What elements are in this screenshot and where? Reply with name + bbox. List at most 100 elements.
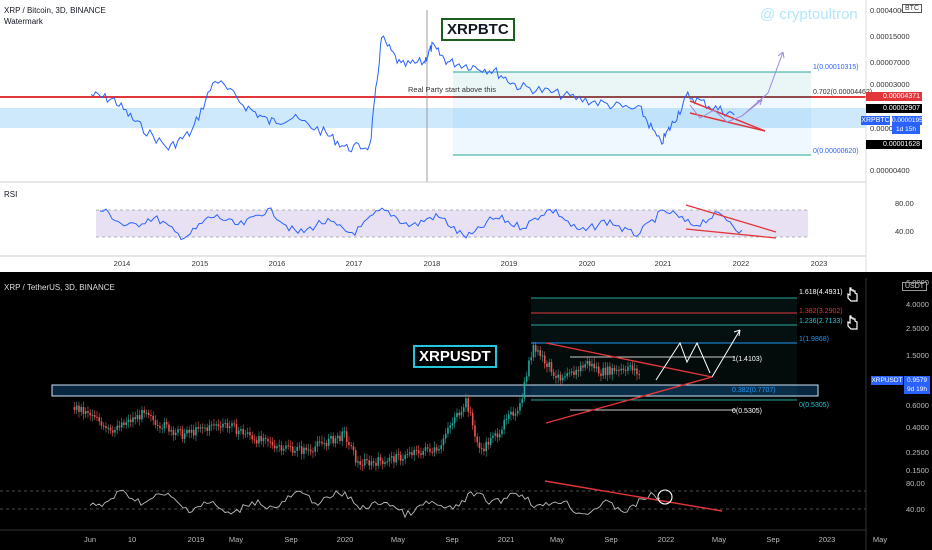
- top-price-tick: 0.00000400: [870, 166, 910, 175]
- candle-body: [395, 454, 398, 463]
- brand-watermark: @ cryptoultron: [760, 6, 858, 23]
- candle-body: [377, 457, 380, 466]
- candle-body: [138, 415, 141, 420]
- candle-body: [561, 377, 564, 381]
- candle-body: [609, 366, 611, 375]
- bottom-time-tick: 2019: [188, 535, 205, 544]
- candle-body: [343, 431, 346, 433]
- candle-body: [170, 430, 173, 432]
- price-tag-current: 0.00001950: [892, 116, 927, 125]
- fib-zone-lower: [453, 98, 811, 155]
- candle-body: [321, 441, 323, 444]
- candle-body: [586, 361, 589, 365]
- bottom-time-tick: 2020: [337, 535, 354, 544]
- top-price-tick: 0.00015000: [870, 32, 910, 41]
- candle-body: [260, 435, 263, 442]
- candle-body: [147, 412, 150, 416]
- bottom-time-tick: May: [712, 535, 726, 544]
- candle-body: [431, 451, 434, 453]
- candle-body: [501, 429, 503, 435]
- price-tag-zone-bottom: 0.00001628: [866, 140, 922, 149]
- top-currency-box[interactable]: BTC: [902, 4, 922, 13]
- ext-zone-top: [531, 298, 797, 343]
- candle-body: [591, 363, 593, 367]
- candle-body: [152, 415, 155, 421]
- candle-body: [161, 428, 164, 430]
- candle-body: [174, 432, 177, 436]
- bottom-price-tick: 0.4000: [906, 423, 929, 432]
- xrpbtc-chart-pane[interactable]: [0, 0, 932, 272]
- bottom-currency-box[interactable]: USDT: [902, 282, 928, 291]
- candle-body: [465, 398, 467, 408]
- candle-body: [197, 427, 200, 429]
- candle-body: [289, 445, 292, 447]
- bottom-time-tick: 2023: [819, 535, 836, 544]
- candle-body: [462, 407, 465, 412]
- candle-body: [408, 452, 411, 454]
- candle-body: [467, 398, 470, 412]
- candle-body: [422, 450, 425, 455]
- candle-body: [568, 372, 571, 374]
- top-time-tick: 2017: [346, 259, 363, 268]
- candle-body: [80, 406, 83, 412]
- candle-body: [449, 425, 452, 428]
- xrpusdt-title-badge: XRPUSDT: [413, 345, 497, 368]
- candle-body: [570, 371, 573, 373]
- xrpbtc-title-badge: XRPBTC: [441, 18, 515, 41]
- candle-body: [483, 448, 485, 452]
- candle-body: [98, 417, 101, 422]
- xrpusdt-rsi-series: [89, 489, 661, 519]
- candle-body: [348, 441, 350, 446]
- candle-body: [109, 427, 112, 431]
- wedge-upper-line: [689, 100, 766, 132]
- candle-body: [100, 421, 103, 426]
- candle-body: [159, 425, 161, 429]
- candle-body: [186, 429, 188, 434]
- fib-label-bot-7: 0(0.5305): [732, 408, 762, 415]
- bottom-time-tick: 10: [128, 535, 136, 544]
- candle-body: [579, 365, 582, 372]
- candle-body: [82, 406, 85, 414]
- bottom-time-tick: 2021: [498, 535, 515, 544]
- candle-body: [237, 430, 240, 434]
- candle-body: [478, 442, 481, 449]
- candle-body: [460, 411, 463, 416]
- candle-body: [143, 410, 146, 413]
- rsi-down-trendline: [685, 204, 777, 233]
- candle-body: [287, 445, 290, 447]
- bottom-price-tick: 0.6000: [906, 401, 929, 410]
- candle-body: [352, 446, 355, 451]
- candle-body: [613, 368, 616, 371]
- candle-body: [494, 433, 497, 436]
- candle-body: [433, 447, 436, 453]
- candle-body: [201, 427, 204, 429]
- candle-body: [163, 422, 166, 429]
- candle-body: [354, 450, 357, 463]
- countdown-tag-top: 1d 15h: [892, 125, 920, 134]
- candle-body: [415, 449, 418, 451]
- top-rsi-label: RSI: [4, 190, 17, 199]
- rsi2-trendline: [544, 480, 723, 512]
- candle-body: [420, 453, 422, 455]
- candle-body: [183, 433, 186, 439]
- candle-body: [496, 433, 499, 438]
- candle-body: [627, 366, 629, 371]
- candle-body: [215, 424, 218, 426]
- candle-body: [125, 422, 128, 425]
- candle-body: [366, 459, 368, 461]
- bottom-time-tick: May: [550, 535, 564, 544]
- candle-body: [492, 435, 494, 438]
- candle-body: [291, 446, 294, 453]
- candle-body: [498, 434, 501, 438]
- candle-body: [190, 429, 193, 433]
- candle-body: [453, 417, 456, 424]
- candle-body: [444, 433, 447, 439]
- candle-body: [181, 429, 184, 439]
- candle-body: [388, 457, 391, 462]
- candle-body: [368, 460, 371, 466]
- candle-body: [604, 367, 607, 376]
- top-time-tick: 2020: [579, 259, 596, 268]
- candle-body: [134, 417, 137, 420]
- candle-body: [474, 425, 476, 437]
